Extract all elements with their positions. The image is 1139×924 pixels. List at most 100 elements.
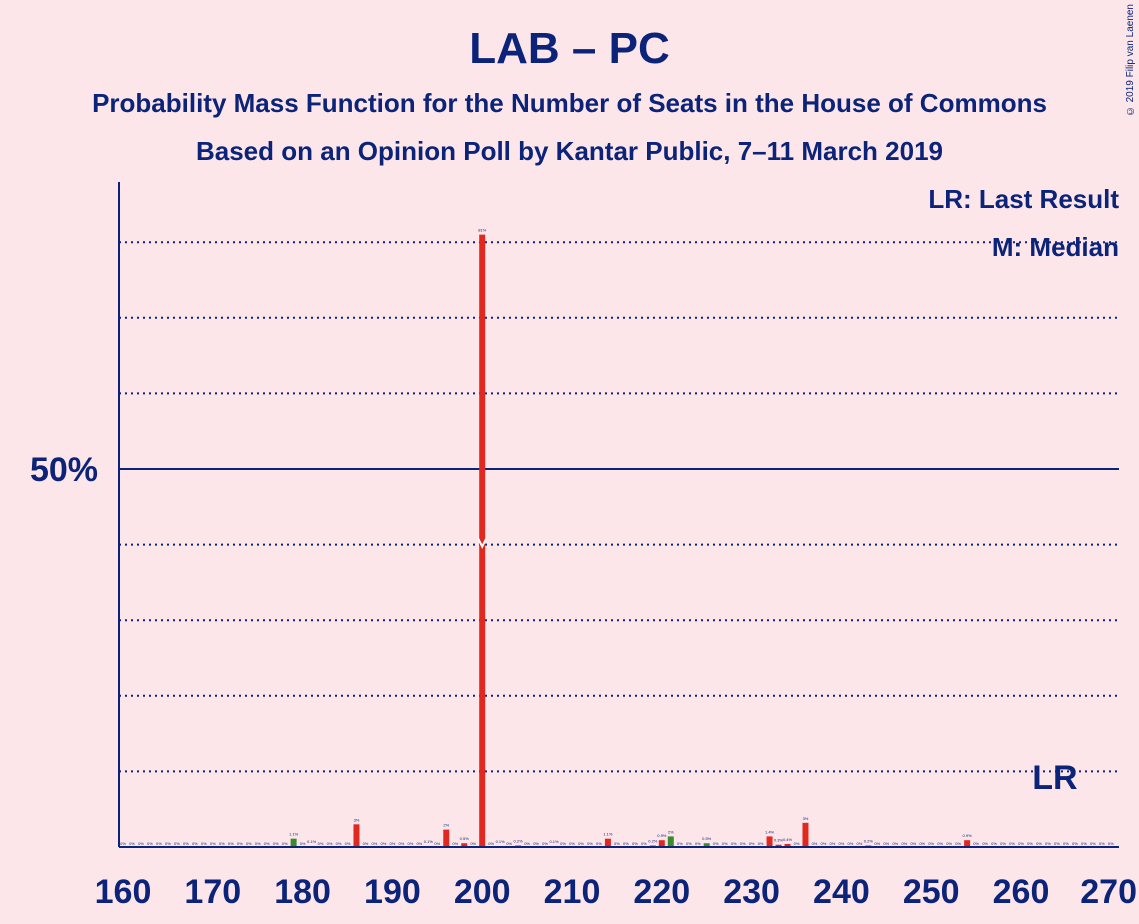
zero-label: 0%	[345, 841, 351, 846]
bar-label: 0.1%	[496, 839, 506, 844]
zero-label: 0%	[901, 841, 907, 846]
bar	[703, 843, 710, 847]
zero-label: 0%	[596, 841, 602, 846]
zero-label: 0%	[821, 841, 827, 846]
median-marker	[477, 538, 488, 549]
zero-label: 0%	[300, 841, 306, 846]
bar	[658, 840, 665, 847]
x-tick-label: 260	[993, 873, 1050, 911]
bars	[290, 234, 971, 847]
chart-subtitle-source: Based on an Opinion Poll by Kantar Publi…	[195, 136, 943, 166]
x-tick-label: 160	[95, 873, 152, 911]
zero-label: 0%	[129, 841, 135, 846]
zero-labels: 0% 0% 0% 0% 0% 0% 0% 0% 0% 0% 0% 0% 0% 0% 0% 0% 0% 0% 0% 0%…	[120, 841, 1114, 846]
zero-label: 0%	[677, 841, 683, 846]
zero-label: 0%	[1072, 841, 1078, 846]
bar-label: 3%	[803, 816, 809, 821]
zero-label: 0%	[614, 841, 620, 846]
zero-label: 0%	[138, 841, 144, 846]
axes: LR	[118, 182, 1119, 848]
zero-label: 0%	[183, 841, 189, 846]
bar-label: 2%	[443, 823, 449, 828]
zero-label: 0%	[1090, 841, 1096, 846]
bar	[461, 843, 468, 847]
zero-label: 0%	[1063, 841, 1069, 846]
bar	[353, 824, 360, 847]
zero-label: 0%	[381, 841, 387, 846]
zero-label: 0%	[434, 841, 440, 846]
zero-label: 0%	[740, 841, 746, 846]
x-tick-label: 240	[813, 873, 870, 911]
zero-label: 0%	[847, 841, 853, 846]
zero-label: 0%	[910, 841, 916, 846]
bar	[290, 838, 297, 847]
zero-label: 0%	[1027, 841, 1033, 846]
x-tick-label: 180	[274, 873, 331, 911]
bar-label: 1.1%	[603, 832, 613, 837]
bar-label: 0.9%	[657, 833, 667, 838]
last-result-label: LR	[1032, 759, 1077, 797]
zero-label: 0%	[1000, 841, 1006, 846]
zero-label: 0%	[470, 841, 476, 846]
bar	[964, 840, 971, 847]
bar-label: 0.2%	[864, 838, 874, 843]
zero-label: 0%	[488, 841, 494, 846]
y-tick-label: 50%	[30, 451, 98, 489]
zero-label: 0%	[937, 841, 943, 846]
x-tick-label: 270	[1080, 873, 1137, 911]
x-tick-label: 220	[633, 873, 690, 911]
zero-label: 0%	[641, 841, 647, 846]
bar	[802, 822, 809, 847]
zero-label: 0%	[874, 841, 880, 846]
zero-label: 0%	[587, 841, 593, 846]
x-tick-label: 230	[723, 873, 780, 911]
zero-label: 0%	[686, 841, 692, 846]
zero-label: 0%	[1108, 841, 1114, 846]
zero-label: 0%	[228, 841, 234, 846]
zero-label: 0%	[452, 841, 458, 846]
bar-label: 0.1%	[424, 839, 434, 844]
zero-label: 0%	[246, 841, 252, 846]
x-tick-label: 210	[544, 873, 601, 911]
x-tick-label: 250	[903, 873, 960, 911]
zero-label: 0%	[542, 841, 548, 846]
bar	[775, 844, 782, 847]
zero-label: 0%	[749, 841, 755, 846]
zero-label: 0%	[713, 841, 719, 846]
legend-last-result: LR: Last Result	[928, 184, 1119, 214]
zero-label: 0%	[830, 841, 836, 846]
zero-label: 0%	[695, 841, 701, 846]
zero-label: 0%	[946, 841, 952, 846]
bar	[604, 838, 611, 847]
zero-label: 0%	[237, 841, 243, 846]
zero-label: 0%	[327, 841, 333, 846]
zero-label: 0%	[919, 841, 925, 846]
zero-label: 0%	[147, 841, 153, 846]
zero-label: 0%	[390, 841, 396, 846]
bar-label: 0.2%	[648, 838, 658, 843]
zero-label: 0%	[398, 841, 404, 846]
zero-label: 0%	[282, 841, 288, 846]
zero-label: 0%	[892, 841, 898, 846]
zero-label: 0%	[120, 841, 126, 846]
zero-label: 0%	[255, 841, 261, 846]
bar-label: 0.1%	[549, 839, 559, 844]
zero-label: 0%	[201, 841, 207, 846]
bar-label: 0.5%	[702, 836, 712, 841]
zero-label: 0%	[955, 841, 961, 846]
zero-label: 0%	[273, 841, 279, 846]
bar	[784, 843, 791, 847]
zero-label: 0%	[1054, 841, 1060, 846]
bar-label: 3%	[354, 817, 360, 822]
zero-label: 0%	[264, 841, 270, 846]
zero-label: 0%	[524, 841, 530, 846]
zero-label: 0%	[839, 841, 845, 846]
bar-label: 81%	[478, 228, 486, 233]
bar-label: 0.5%	[460, 836, 470, 841]
zero-label: 0%	[174, 841, 180, 846]
zero-label: 0%	[407, 841, 413, 846]
bar-label: 1.4%	[765, 829, 775, 834]
bar-label: 1.1%	[289, 832, 299, 837]
chart-title: LAB – PC	[469, 24, 670, 73]
zero-label: 0%	[156, 841, 162, 846]
